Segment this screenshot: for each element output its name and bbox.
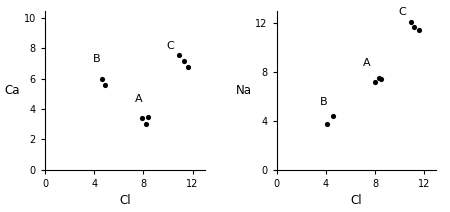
Text: A: A xyxy=(135,95,142,105)
Point xyxy=(371,80,378,83)
Point xyxy=(176,53,183,56)
Point xyxy=(411,25,418,28)
Point xyxy=(184,65,191,68)
X-axis label: Cl: Cl xyxy=(351,194,362,207)
Point xyxy=(139,116,146,120)
Point xyxy=(407,20,414,23)
Point xyxy=(102,83,109,86)
Point xyxy=(98,77,105,80)
Y-axis label: Ca: Ca xyxy=(5,84,20,97)
Point xyxy=(144,115,152,118)
Point xyxy=(416,28,423,32)
Text: C: C xyxy=(166,42,174,52)
Text: A: A xyxy=(363,58,370,68)
Point xyxy=(378,77,385,81)
Point xyxy=(142,123,149,126)
Point xyxy=(180,59,188,62)
Point xyxy=(375,76,382,80)
Text: B: B xyxy=(320,97,327,107)
Point xyxy=(324,123,331,126)
Text: C: C xyxy=(398,7,406,17)
X-axis label: Cl: Cl xyxy=(119,194,130,207)
Point xyxy=(330,114,337,117)
Y-axis label: Na: Na xyxy=(236,84,252,97)
Text: B: B xyxy=(93,54,100,64)
